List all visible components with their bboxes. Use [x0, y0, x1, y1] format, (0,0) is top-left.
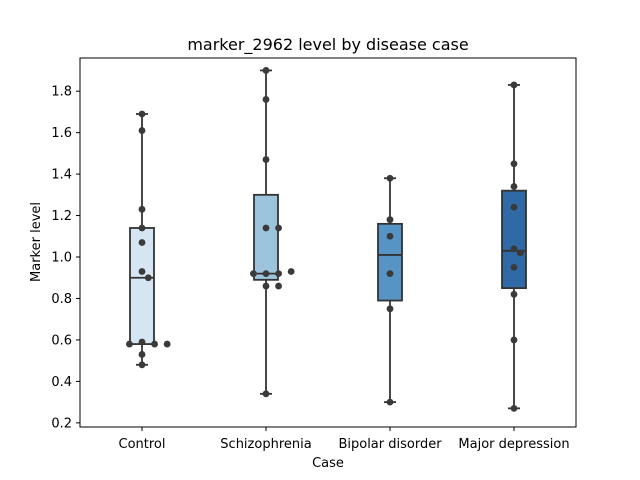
data-point: [516, 249, 524, 257]
swarm-control: [126, 110, 171, 369]
x-axis: Control Schizophrenia Bipolar disorder Majo…: [119, 427, 570, 452]
data-point: [386, 270, 394, 277]
data-point: [510, 81, 518, 89]
box: [253, 193, 279, 281]
chart-title: marker_2962 level by disease case: [187, 35, 468, 55]
data-point: [138, 338, 146, 346]
data-point: [510, 183, 518, 190]
y-tick-label: 1.4: [51, 168, 72, 183]
y-axis-label: Marker level: [29, 202, 44, 282]
data-point: [138, 205, 146, 213]
data-point: [510, 404, 518, 412]
x-tick-label: Major depression: [458, 437, 569, 452]
data-point: [262, 390, 270, 398]
y-tick-label: 0.2: [51, 416, 72, 431]
data-point: [262, 156, 270, 163]
data-point: [386, 174, 394, 182]
box-group-schizophrenia: [253, 69, 279, 395]
data-point: [386, 232, 394, 240]
data-point: [510, 245, 518, 253]
data-point: [138, 351, 146, 358]
x-tick-label: Schizophrenia: [220, 437, 311, 452]
y-tick-label: 1.2: [51, 209, 72, 224]
x-tick-label: Bipolar disorder: [338, 437, 442, 452]
plot-area: [79, 57, 577, 428]
data-point: [250, 270, 257, 277]
data-point: [138, 110, 146, 118]
data-point: [126, 340, 133, 348]
swarm-bipolar-disorder: [386, 174, 394, 406]
data-point: [262, 67, 270, 74]
data-point: [138, 361, 146, 369]
box: [129, 227, 155, 345]
data-point: [138, 127, 146, 134]
swarm-schizophrenia: [250, 67, 295, 398]
data-point: [287, 268, 295, 275]
x-axis-label: Case: [312, 456, 344, 471]
data-point: [262, 96, 270, 103]
y-axis: 0.2 0.4 0.6 0.8 1.0 1.2 1.4 1.6 1.8: [51, 85, 80, 431]
y-tick-label: 0.6: [51, 333, 72, 348]
data-point: [275, 282, 282, 290]
y-tick-label: 0.8: [51, 292, 72, 307]
data-point: [138, 268, 146, 275]
y-tick-label: 0.4: [51, 375, 72, 390]
data-point: [163, 340, 171, 348]
x-tick-label: Control: [119, 437, 166, 452]
y-tick-label: 1.6: [51, 126, 72, 141]
data-point: [144, 274, 152, 282]
data-point: [386, 398, 394, 406]
data-point: [510, 263, 518, 271]
data-point: [262, 282, 270, 290]
data-point: [386, 216, 394, 224]
data-point: [138, 224, 146, 232]
data-point: [138, 239, 146, 246]
data-point: [262, 224, 270, 232]
y-tick-label: 1.0: [51, 251, 72, 266]
data-point: [386, 305, 394, 313]
data-point: [510, 336, 518, 344]
plot-frame: [79, 57, 577, 428]
data-point: [275, 270, 282, 277]
data-point: [510, 203, 518, 211]
y-tick-label: 1.8: [51, 85, 72, 100]
data-point: [510, 160, 518, 168]
data-point: [510, 290, 518, 298]
data-point: [275, 224, 282, 232]
data-point: [262, 270, 270, 277]
swarm-major-depression: [510, 81, 524, 412]
box-group-bipolar-disorder: [377, 177, 403, 404]
data-point: [151, 340, 158, 348]
